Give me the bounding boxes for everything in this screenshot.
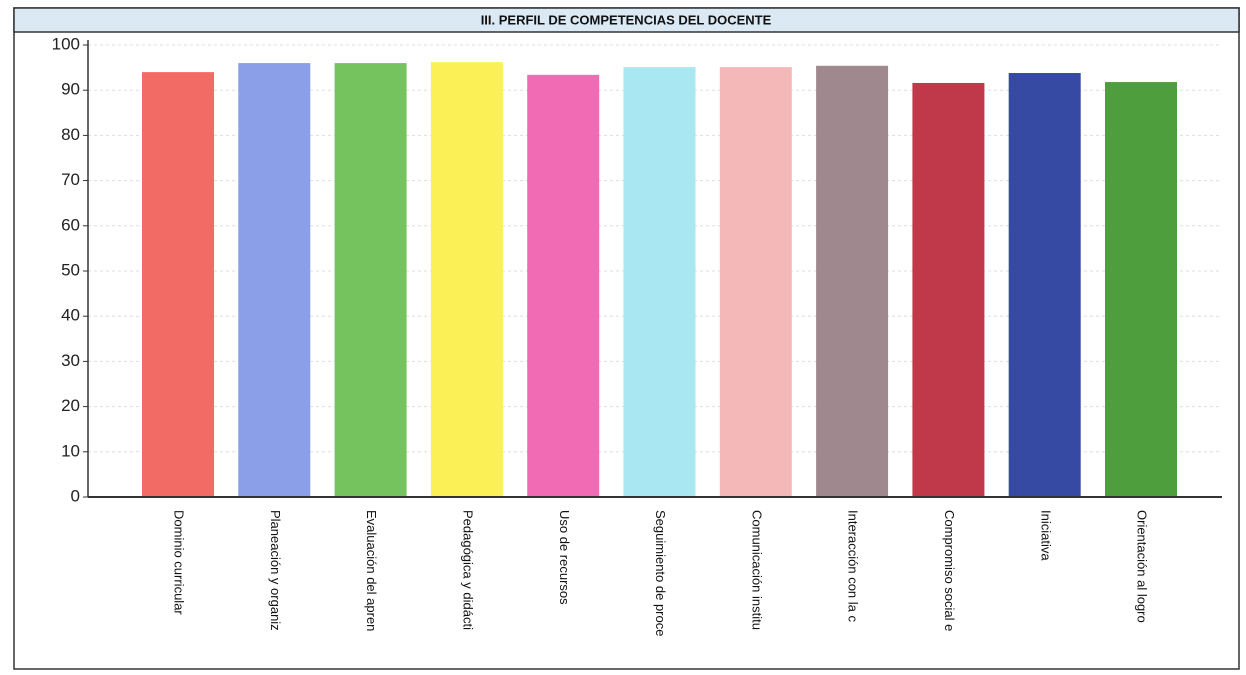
y-tick-label: 100	[52, 34, 80, 53]
bar	[623, 67, 696, 497]
title-bar	[13, 7, 1240, 33]
x-tick-label: Interacción con la c	[846, 510, 861, 623]
bar	[238, 63, 311, 497]
x-tick-label: Dominio curricular	[172, 510, 187, 615]
bar	[1105, 82, 1177, 498]
bar	[527, 74, 600, 497]
bar	[912, 82, 985, 497]
y-tick-label: 10	[61, 441, 80, 460]
y-tick-label: 30	[61, 351, 80, 370]
bar	[816, 65, 889, 498]
y-tick-label: 60	[61, 215, 80, 234]
y-tick-label: 70	[61, 170, 80, 189]
x-tick-label: Iniciativa	[1038, 510, 1053, 561]
y-tick-label: 0	[71, 486, 80, 505]
y-tick-label: 40	[61, 306, 80, 325]
bar	[719, 67, 792, 497]
x-tick-label: Planeación y organiz	[268, 510, 283, 631]
x-tick-label: Pedagógica y didácti	[460, 510, 475, 630]
x-tick-label: Orientación al logro	[1135, 510, 1150, 623]
chart-title: III. PERFIL DE COMPETENCIAS DEL DOCENTE	[481, 12, 772, 27]
y-tick-label: 20	[61, 396, 80, 415]
x-tick-label: Evaluación del apren	[364, 510, 379, 631]
bar	[334, 63, 407, 497]
x-tick-label: Uso de recursos	[557, 510, 572, 605]
y-tick-label: 80	[61, 125, 80, 144]
x-tick-label: Comunicación institu	[749, 510, 764, 630]
bar	[1008, 73, 1081, 498]
x-tick-label: Compromiso social e	[942, 510, 957, 631]
bar	[142, 72, 214, 498]
y-tick-label: 90	[61, 80, 80, 99]
x-tick-label: Seguimiento de proce	[653, 510, 668, 636]
bar	[430, 62, 503, 498]
y-tick-label: 50	[61, 260, 80, 279]
